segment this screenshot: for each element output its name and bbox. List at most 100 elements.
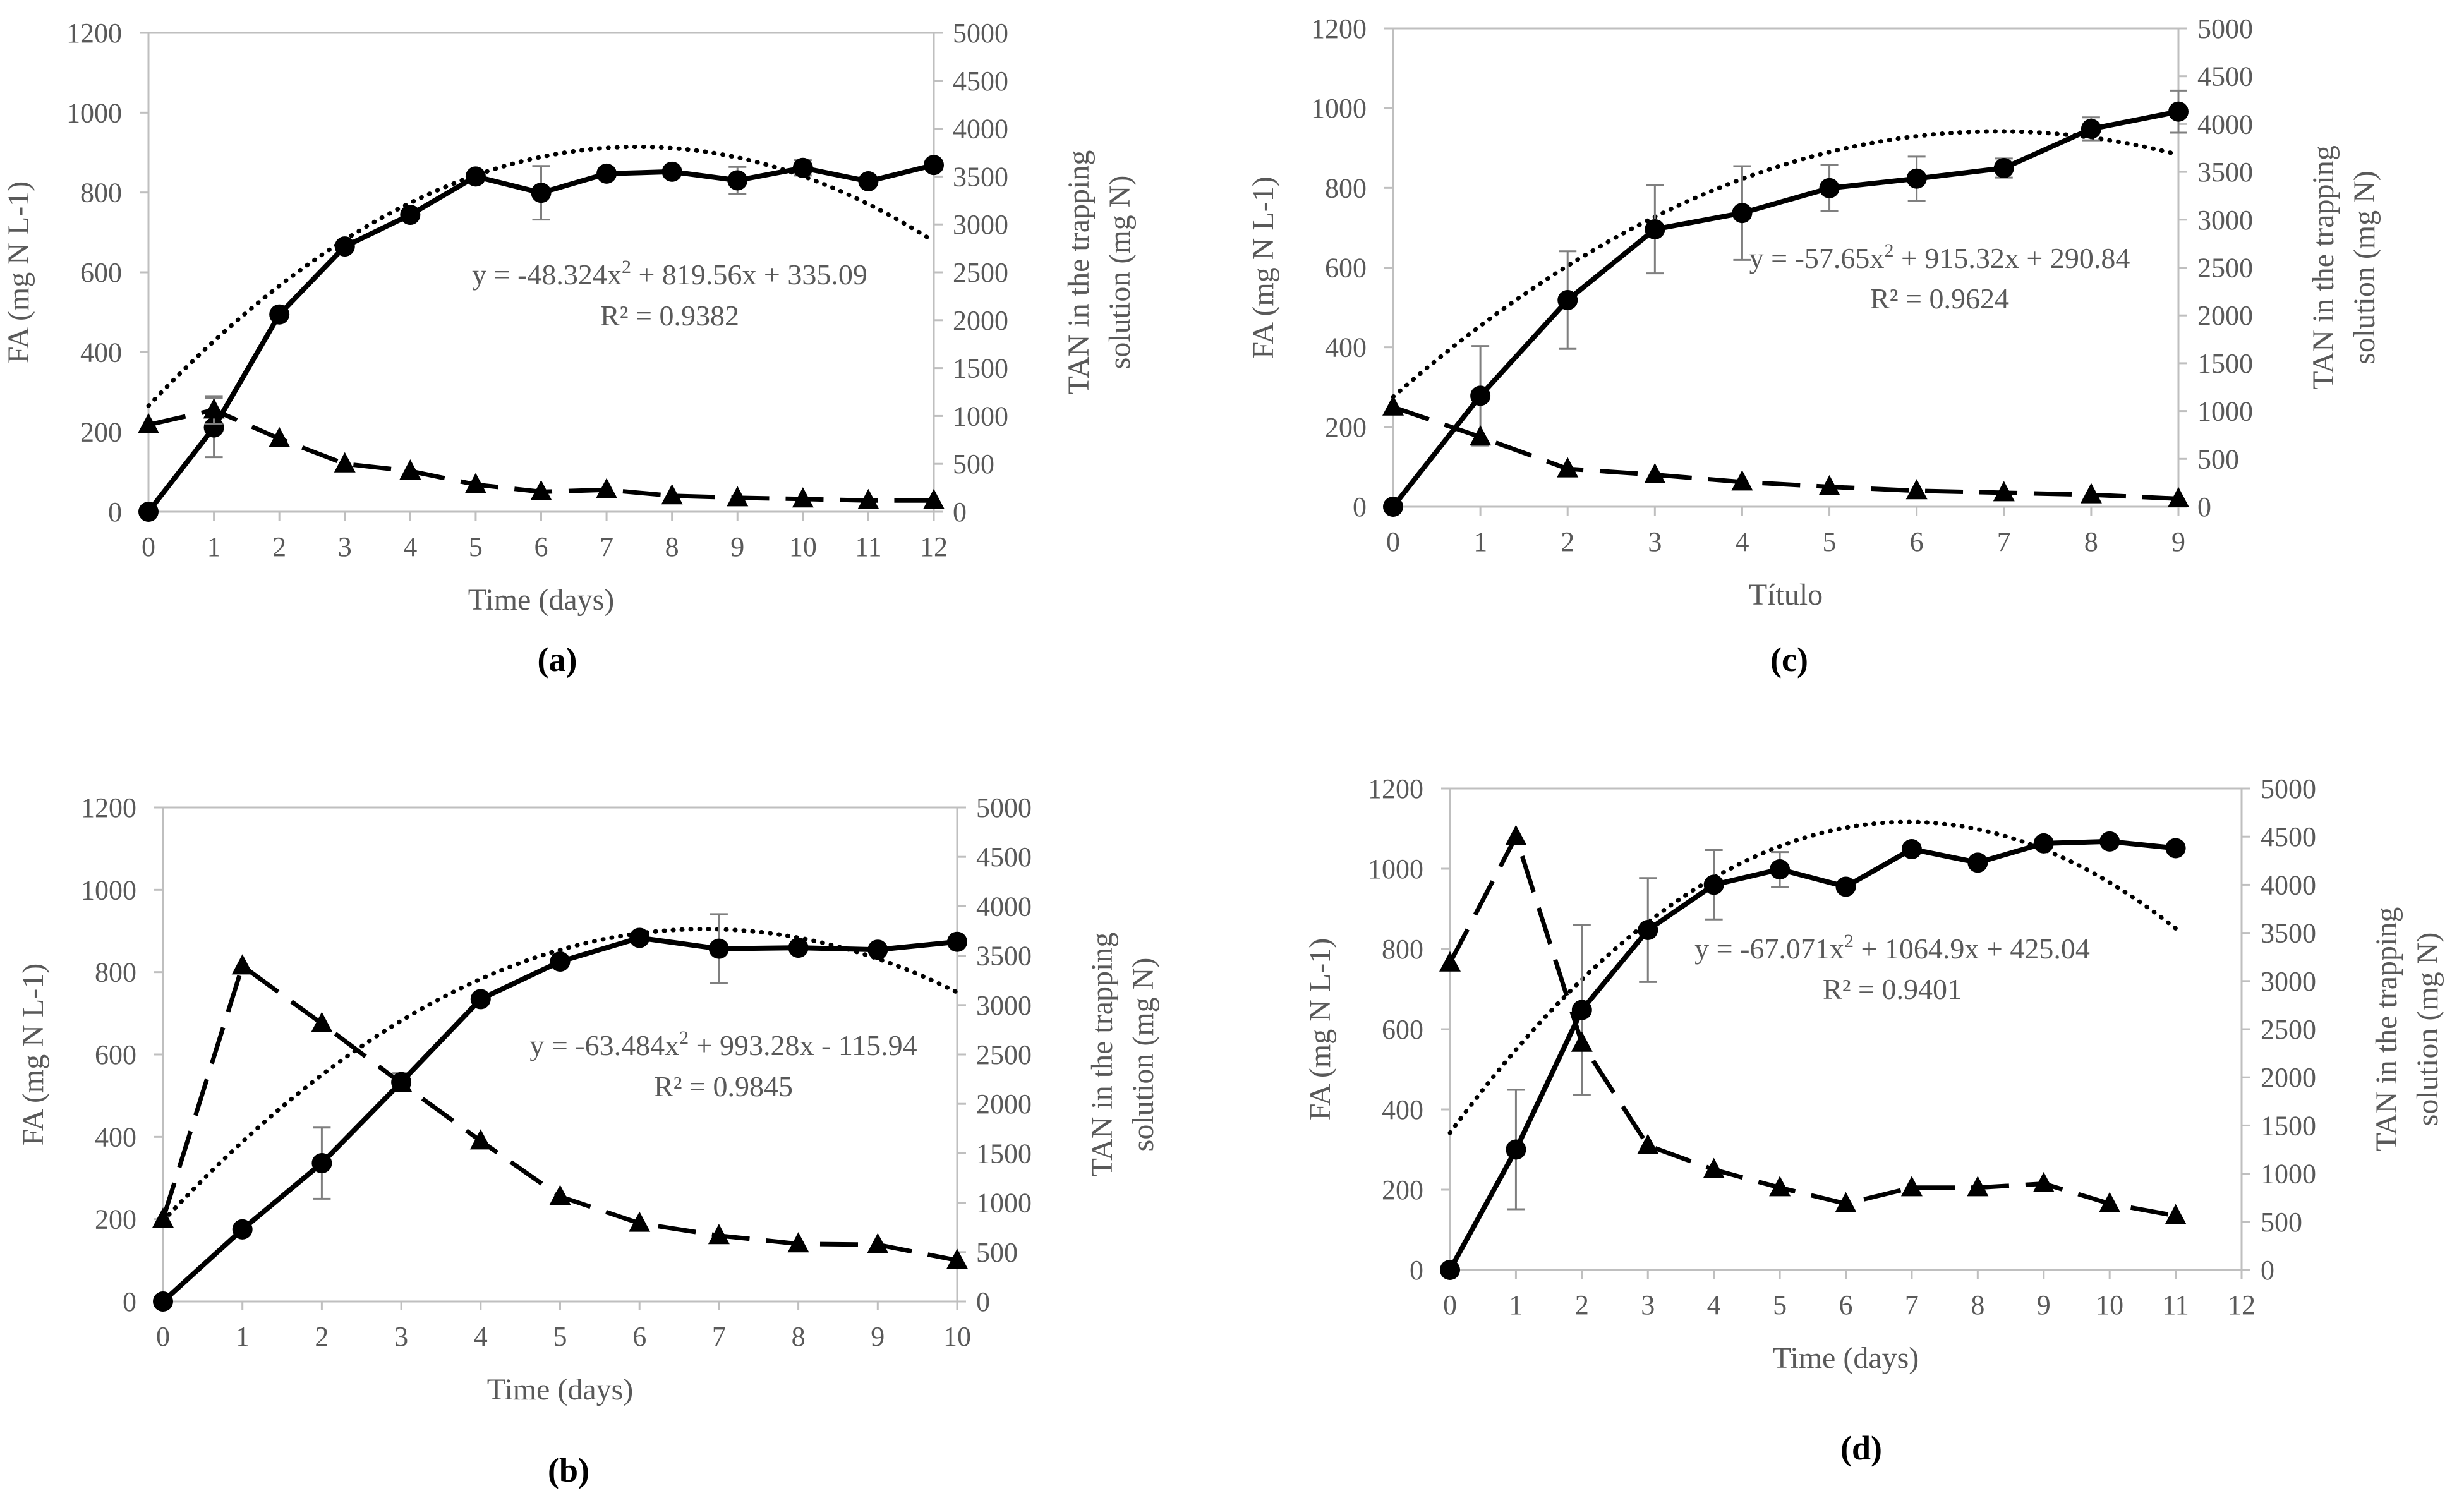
data-point-tan: [2165, 838, 2186, 859]
x-tick-label: 5: [1773, 1290, 1787, 1320]
x-tick-label: 0: [1443, 1290, 1457, 1320]
data-point-fa: [1637, 1133, 1659, 1154]
trendline-r-squared: R² = 0.9401: [1823, 973, 1962, 1005]
x-tick-label: 6: [1839, 1290, 1853, 1320]
y-right-tick-label: 0: [953, 497, 967, 528]
data-point-fa: [1900, 1176, 1923, 1197]
x-tick-label: 9: [871, 1321, 885, 1352]
y-left-tick-label: 800: [80, 178, 122, 208]
data-point-tan: [465, 166, 486, 187]
y-left-tick-label: 200: [1382, 1175, 1423, 1205]
x-tick-label: 9: [2037, 1290, 2051, 1320]
y-right-tick-label: 4500: [976, 842, 1032, 873]
y-left-tick-label: 800: [95, 957, 136, 988]
data-point-tan: [311, 1153, 332, 1174]
data-point-tan: [2099, 831, 2120, 852]
y-left-axis-label: FA (mg N L-1): [16, 963, 50, 1145]
y-left-tick-label: 400: [80, 337, 122, 368]
y-right-tick-label: 3000: [2261, 966, 2316, 997]
x-tick-label: 8: [2084, 526, 2098, 557]
x-axis-label: Time (days): [1773, 1341, 1919, 1375]
data-point-tan: [1383, 497, 1403, 517]
data-point-tan: [1835, 876, 1856, 897]
y-left-tick-label: 800: [1325, 172, 1367, 203]
data-point-tan: [1819, 178, 1840, 198]
data-point-tan: [334, 236, 355, 257]
data-point-fa: [1557, 457, 1579, 478]
series-line-fa: [1447, 834, 2177, 1218]
data-point-tan: [1993, 158, 2014, 179]
data-point-tan: [1440, 1260, 1460, 1280]
y-left-tick-label: 400: [1325, 332, 1367, 363]
y-right-tick-label: 2500: [2197, 253, 2253, 284]
data-point-tan: [629, 927, 650, 948]
data-point-fa: [464, 473, 486, 493]
y-left-tick-label: 1000: [1368, 854, 1423, 885]
data-point-tan: [1557, 289, 1578, 310]
data-point-fa: [1835, 1192, 1857, 1212]
data-point-fa: [152, 1207, 174, 1228]
y-right-tick-label: 4000: [976, 891, 1032, 922]
x-tick-label: 9: [2171, 526, 2185, 557]
y-right-tick-label: 2500: [953, 257, 1008, 288]
data-point-fa: [138, 413, 159, 433]
data-point-fa: [629, 1211, 651, 1232]
x-tick-label: 10: [2096, 1290, 2123, 1320]
y-right-axis-label-line: solution (mg N): [1103, 176, 1137, 370]
data-point-fa: [469, 1129, 492, 1150]
data-point-fa: [2080, 483, 2102, 504]
y-left-tick-label: 400: [1382, 1094, 1423, 1125]
data-point-tan: [792, 157, 813, 178]
data-point-fa: [2168, 486, 2189, 507]
trendline-polynomial: [1391, 129, 2181, 399]
panel-label: (a): [538, 641, 577, 679]
y-left-tick-label: 0: [1353, 492, 1367, 522]
y-right-tick-label: 4500: [953, 66, 1008, 97]
y-right-tick-label: 4000: [953, 114, 1008, 145]
y-right-tick-label: 3500: [2197, 157, 2253, 188]
data-point-fa: [867, 1233, 889, 1253]
x-tick-label: 7: [712, 1321, 726, 1352]
y-left-tick-label: 1200: [1368, 773, 1423, 804]
data-point-tan: [788, 938, 809, 958]
chart-panel-b: 0 1 2 3 4 5 6 7 8 9 100200400600800100012000500100…: [16, 792, 1160, 1489]
data-point-tan: [1770, 859, 1791, 880]
y-left-tick-label: 0: [108, 497, 122, 528]
data-point-fa: [708, 1224, 730, 1245]
x-tick-label: 2: [272, 531, 286, 562]
data-point-tan: [400, 205, 421, 226]
data-point-fa: [857, 488, 879, 509]
y-right-tick-label: 3500: [976, 941, 1032, 972]
x-tick-label: 4: [403, 531, 417, 562]
data-point-fa: [661, 484, 683, 505]
x-tick-label: 1: [1473, 526, 1487, 557]
y-left-axis-label: FA (mg N L-1): [2, 181, 35, 363]
y-right-tick-label: 1000: [2197, 396, 2253, 427]
y-left-tick-label: 200: [1325, 412, 1367, 443]
trendline-polynomial: [146, 144, 936, 408]
data-point-fa: [946, 1248, 968, 1269]
y-right-tick-label: 5000: [953, 18, 1008, 49]
panel-label: (d): [1840, 1429, 1882, 1467]
y-left-tick-label: 1200: [81, 792, 136, 823]
y-right-axis-label-line: TAN in the trapping: [1062, 150, 1096, 395]
x-tick-label: 10: [789, 531, 817, 562]
y-right-tick-label: 1500: [976, 1138, 1032, 1169]
x-tick-label: 6: [1910, 526, 1924, 557]
data-point-fa: [1818, 474, 1840, 495]
y-right-axis-label-line: solution (mg N): [2348, 171, 2381, 365]
x-tick-label: 11: [855, 531, 881, 562]
x-tick-label: 6: [534, 531, 548, 562]
x-tick-label: 12: [920, 531, 948, 562]
y-right-tick-label: 4500: [2197, 61, 2253, 92]
y-left-tick-label: 1200: [66, 18, 122, 49]
y-right-axis-label-line: TAN in the trapping: [2370, 907, 2403, 1152]
y-left-tick-label: 400: [95, 1121, 136, 1152]
data-point-fa: [1993, 481, 2015, 502]
data-point-tan: [2081, 118, 2101, 139]
y-right-axis-label-line: TAN in the trapping: [2307, 145, 2340, 390]
data-point-fa: [2032, 1171, 2055, 1192]
x-tick-label: 11: [2162, 1290, 2189, 1320]
y-right-tick-label: 3000: [2197, 205, 2253, 236]
x-tick-label: 7: [1997, 526, 2011, 557]
